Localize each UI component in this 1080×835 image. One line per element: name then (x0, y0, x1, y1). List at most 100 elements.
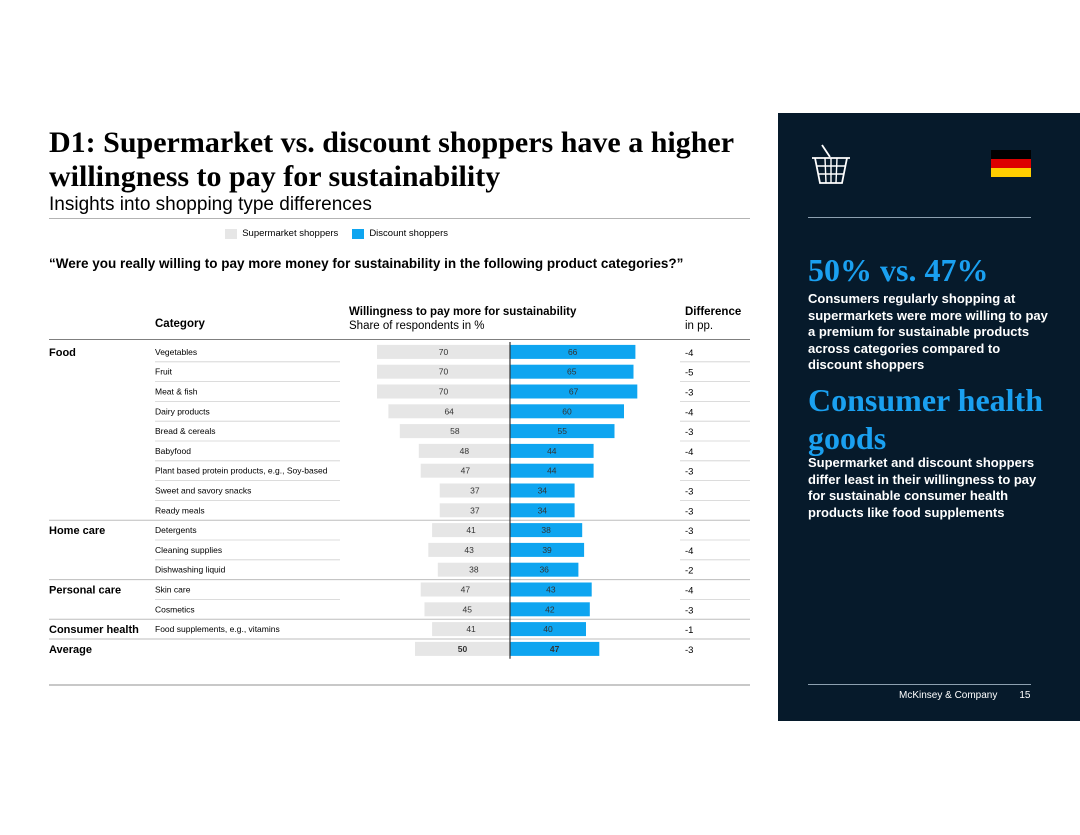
bar-supermarket (377, 364, 510, 379)
category-label: Plant based protein products, e.g., Soy-… (155, 466, 328, 476)
difference-value: -2 (685, 566, 693, 577)
bar-supermarket (377, 344, 510, 359)
difference-value: -4 (685, 348, 693, 359)
bar-supermarket (439, 503, 510, 518)
group-label: Food (49, 347, 76, 359)
value-label-supermarket: 70 (439, 387, 449, 397)
difference-value: -4 (685, 447, 693, 458)
insight-text-1: Consumers regularly shopping at supermar… (808, 291, 1048, 372)
category-label: Meat & fish (155, 387, 198, 397)
bar-discount (510, 404, 624, 419)
header-willingness: Willingness to pay more for sustainabili… (349, 305, 576, 333)
category-label: Cosmetics (155, 604, 195, 614)
legend-label-discount: Discount shoppers (369, 228, 448, 239)
bar-supermarket (424, 602, 510, 617)
bar-discount (510, 622, 586, 637)
bar-supermarket (377, 384, 510, 399)
slide-main: D1: Supermarket vs. discount shoppers ha… (49, 126, 750, 686)
bar-discount (510, 602, 590, 617)
bar-supermarket (399, 424, 510, 439)
header-willingness-title: Willingness to pay more for sustainabili… (349, 306, 577, 318)
value-label-discount: 65 (567, 367, 577, 377)
value-label-discount: 47 (550, 644, 560, 654)
value-label-discount: 44 (547, 446, 557, 456)
group-label: Consumer health (49, 624, 139, 636)
bar-discount (510, 582, 592, 597)
value-label-supermarket: 47 (461, 585, 471, 595)
divider (49, 218, 750, 219)
bar-discount (510, 483, 575, 498)
value-label-supermarket: 50 (458, 644, 468, 654)
header-category: Category (155, 318, 205, 330)
bar-supermarket (437, 562, 510, 577)
value-label-supermarket: 70 (439, 347, 449, 357)
group-label: Average (49, 644, 92, 656)
difference-value: -1 (685, 625, 693, 636)
panel-divider (808, 217, 1031, 218)
bar-discount (510, 364, 634, 379)
legend-swatch-discount (352, 228, 365, 239)
legend-label-supermarket: Supermarket shoppers (242, 228, 339, 239)
bottom-divider (49, 684, 750, 686)
difference-value: -4 (685, 407, 693, 418)
bar-supermarket (388, 404, 510, 419)
page-title: D1: Supermarket vs. discount shoppers ha… (49, 126, 734, 193)
value-label-supermarket: 58 (450, 426, 460, 436)
bar-discount (510, 384, 638, 399)
bar-discount (510, 562, 579, 577)
bar-supermarket (439, 483, 510, 498)
bar-supermarket (420, 463, 510, 478)
difference-value: -3 (685, 526, 693, 537)
legend-swatch-supermarket (225, 228, 238, 239)
value-label-supermarket: 41 (466, 624, 476, 634)
difference-value: -3 (685, 467, 693, 478)
bar-supermarket (428, 542, 510, 557)
value-label-discount: 60 (562, 406, 572, 416)
bar-discount (510, 463, 594, 478)
value-label-supermarket: 48 (460, 446, 470, 456)
insight-panel: 50% vs. 47% Consumers regularly shopping… (778, 113, 1080, 721)
germany-flag-icon (991, 150, 1031, 177)
survey-question: “Were you really willing to pay more mon… (49, 256, 684, 271)
company-name: McKinsey & Company (899, 690, 998, 701)
value-label-discount: 36 (539, 565, 549, 575)
value-label-discount: 44 (547, 466, 557, 476)
bar-discount (510, 542, 585, 557)
value-label-discount: 43 (546, 585, 556, 595)
header-divider (49, 339, 750, 340)
legend-item-discount: Discount shoppers (352, 228, 448, 239)
bar-supermarket (420, 582, 510, 597)
willingness-bar-chart: Food Vegetables 70 66 -4 Fruit 70 65 -5 Meat & fi… (49, 342, 750, 659)
bar-discount (510, 503, 575, 518)
category-label: Skin care (155, 585, 191, 595)
bar-discount (510, 344, 636, 359)
shopping-basket-icon (810, 143, 852, 192)
difference-value: -3 (685, 427, 693, 438)
header-difference-title: Difference (685, 306, 742, 318)
category-label: Bread & cereals (155, 426, 215, 436)
difference-value: -4 (685, 546, 693, 557)
bar-discount (510, 523, 583, 538)
value-label-discount: 42 (545, 604, 555, 614)
header-willingness-sub: Share of respondents in % (349, 320, 485, 332)
difference-value: -4 (685, 586, 693, 597)
page-subtitle: Insights into shopping type differences (49, 194, 372, 215)
legend-item-supermarket: Supermarket shoppers (225, 228, 338, 239)
value-label-supermarket: 37 (470, 505, 480, 515)
value-label-discount: 34 (538, 505, 548, 515)
footer: McKinsey & Company 15 (899, 690, 1031, 701)
value-label-supermarket: 64 (444, 406, 454, 416)
value-label-supermarket: 47 (461, 466, 471, 476)
category-label: Cleaning supplies (155, 545, 222, 555)
page-number: 15 (1019, 690, 1031, 701)
category-label: Detergents (155, 525, 197, 535)
bar-supermarket (415, 641, 510, 656)
value-label-supermarket: 41 (466, 525, 476, 535)
group-label: Personal care (49, 585, 121, 597)
value-label-discount: 38 (541, 525, 551, 535)
bar-discount (510, 641, 600, 656)
headline-consumer-health: Consumer health goods (808, 382, 1043, 456)
footer-divider (808, 684, 1031, 685)
category-label: Ready meals (155, 505, 205, 515)
value-label-supermarket: 70 (439, 367, 449, 377)
